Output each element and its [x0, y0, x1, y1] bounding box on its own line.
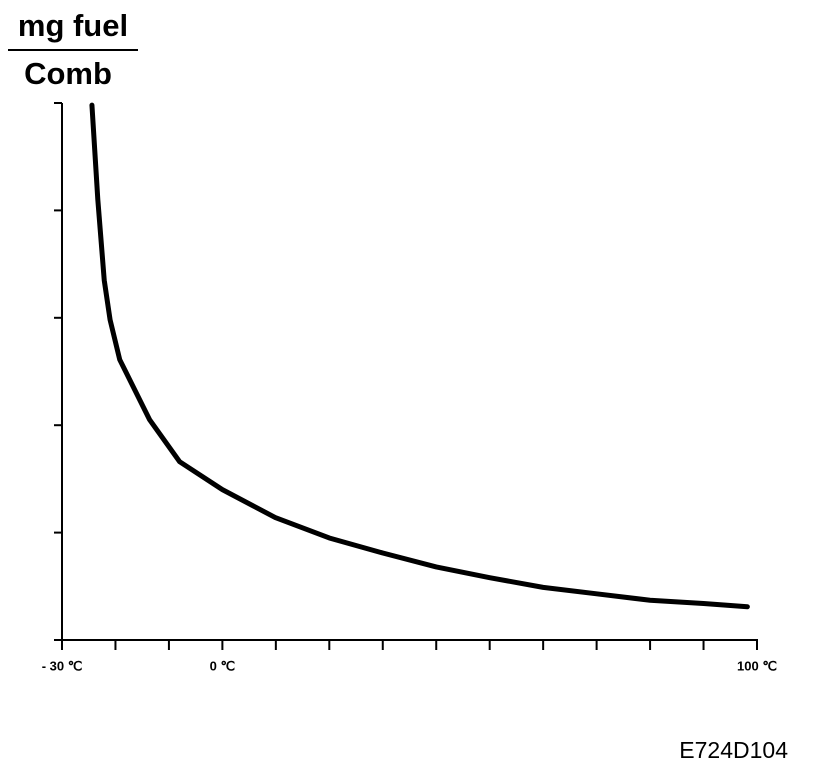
x-tick-label: - 30 ℃ [42, 658, 83, 673]
figure-code: E724D104 [679, 737, 788, 763]
x-tick-label: 100 ℃ [737, 658, 777, 673]
y-axis-label-denominator: Comb [24, 56, 112, 91]
y-axis-label-numerator: mg fuel [18, 8, 128, 43]
x-tick-label: 0 ℃ [210, 658, 235, 673]
data-line [89, 102, 750, 610]
